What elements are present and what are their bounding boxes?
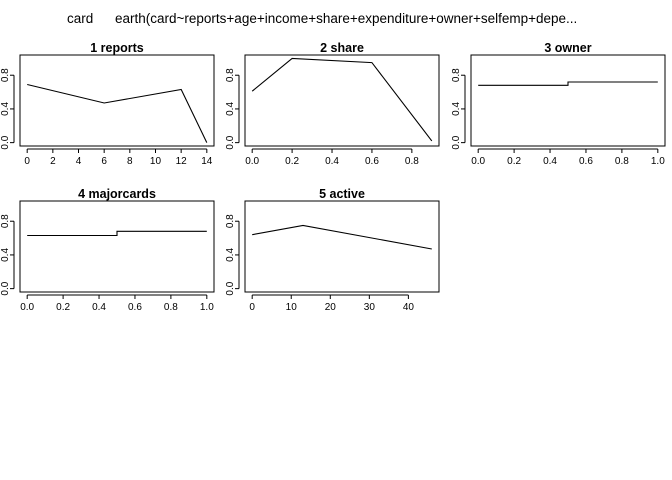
panel-3: 3 owner 0.0 0.2 0.4 0.6 0.8 1.0 0.0 0.4 0.8: [451, 41, 666, 167]
x-tick-label: 0: [24, 156, 30, 167]
x-tick-label: 0.6: [128, 302, 142, 313]
x-tick-label: 0.0: [471, 156, 485, 167]
panel-4: 4 majorcards 0.0 0.2 0.4 0.6 0.8 1.0 0.0 0.4 0.8: [0, 187, 215, 313]
x-tick-label: 30: [364, 302, 376, 313]
panel-title: 4 majorcards: [78, 187, 156, 201]
x-tick-label: 12: [176, 156, 188, 167]
x-tick-label: 1.0: [651, 156, 665, 167]
x-tick-label: 0.2: [507, 156, 521, 167]
y-tick-label: 0.4: [0, 248, 11, 262]
y-tick-label: 0.0: [0, 281, 11, 295]
y-tick-label: 0.8: [0, 214, 11, 228]
panel-title: 1 reports: [90, 41, 144, 55]
x-tick-label: 10: [150, 156, 162, 167]
series-line: [252, 224, 432, 250]
y-tick-label: 0.4: [225, 248, 236, 262]
panel-2: 2 share 0.0 0.2 0.4 0.6 0.8 0.0 0.4 0.8: [225, 41, 440, 167]
plot-frame: [19, 200, 215, 293]
model-formula: earth(card~reports+age+income+share+expe…: [115, 11, 577, 26]
x-tick-label: 10: [286, 302, 298, 313]
x-tick-label: 0.4: [543, 156, 557, 167]
y-tick-label: 0.4: [0, 102, 11, 116]
panel-1: 1 reports 0 2 4 6 8 10 12 14 0.0 0.4 0.8: [0, 41, 215, 167]
panel-grid: 1 reports 0 2 4 6 8 10 12 14 0.0 0.4 0.8 2 share 0.0 0…: [0, 41, 666, 313]
x-tick-label: 0.6: [365, 156, 379, 167]
x-tick-label: 0.4: [92, 302, 106, 313]
plot-frame: [19, 54, 215, 147]
series-line: [251, 57, 433, 142]
x-tick-label: 0.8: [164, 302, 178, 313]
series-line: [478, 81, 658, 86]
panel-title: 3 owner: [544, 41, 591, 55]
y-tick-label: 0.0: [451, 135, 462, 149]
x-tick-label: 0.2: [56, 302, 70, 313]
x-tick-label: 0.0: [245, 156, 259, 167]
y-tick-label: 0.8: [225, 68, 236, 82]
response-label: card: [67, 11, 93, 26]
series-line: [27, 83, 208, 143]
y-tick-label: 0.8: [451, 68, 462, 82]
x-tick-label: 0.8: [615, 156, 629, 167]
x-tick-label: 0.6: [579, 156, 593, 167]
x-tick-label: 14: [201, 156, 213, 167]
panel-title: 2 share: [320, 41, 364, 55]
x-tick-label: 2: [50, 156, 56, 167]
x-tick-label: 1.0: [200, 302, 214, 313]
y-tick-label: 0.8: [0, 68, 11, 82]
x-tick-label: 40: [403, 302, 415, 313]
x-tick-label: 20: [325, 302, 337, 313]
y-tick-label: 0.0: [225, 135, 236, 149]
y-tick-label: 0.4: [225, 102, 236, 116]
x-tick-label: 0.0: [20, 302, 34, 313]
plot-frame: [470, 54, 666, 147]
x-tick-label: 8: [127, 156, 133, 167]
x-tick-label: 0.4: [325, 156, 339, 167]
y-tick-label: 0.4: [451, 102, 462, 116]
x-tick-label: 0: [249, 302, 255, 313]
x-tick-label: 6: [101, 156, 107, 167]
y-tick-label: 0.8: [225, 214, 236, 228]
panel-title: 5 active: [319, 187, 365, 201]
series-line: [27, 230, 207, 237]
plot-frame: [244, 200, 440, 293]
x-tick-label: 4: [76, 156, 82, 167]
y-tick-label: 0.0: [0, 135, 11, 149]
x-tick-label: 0.2: [285, 156, 299, 167]
panel-5: 5 active 0 10 20 30 40 0.0 0.4 0.8: [225, 187, 440, 313]
plot-frame: [244, 54, 440, 147]
y-tick-label: 0.0: [225, 281, 236, 295]
x-tick-label: 0.8: [405, 156, 419, 167]
